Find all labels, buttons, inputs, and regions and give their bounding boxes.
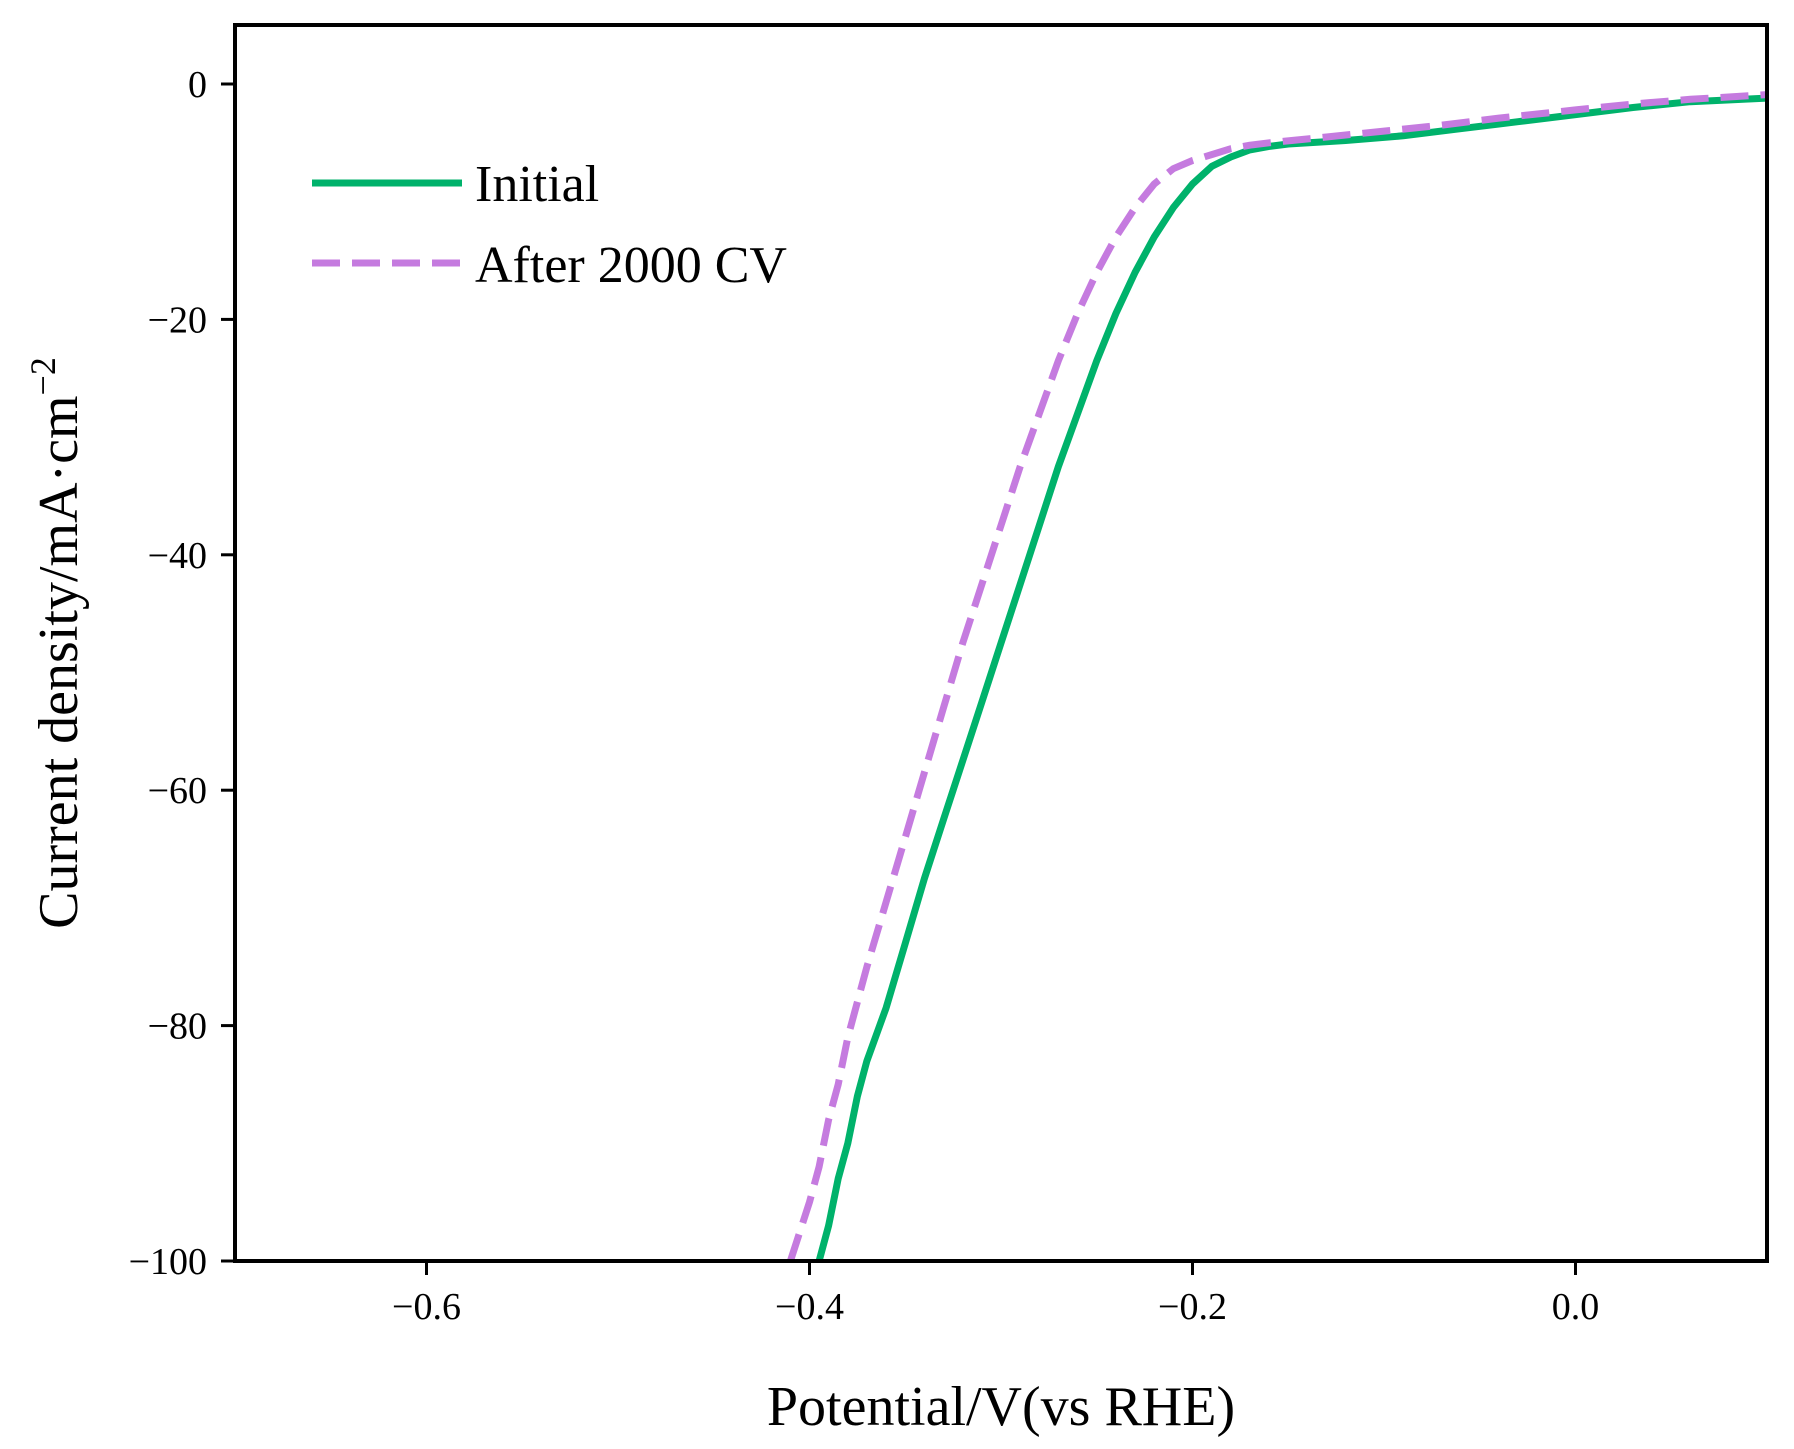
y-tick-label: −40 — [148, 535, 207, 577]
legend-label-initial: Initial — [475, 156, 599, 213]
y-axis-ticks: 0 −20 −40 −60 −80 −100 — [129, 64, 235, 1283]
y-tick-label: 0 — [188, 64, 207, 106]
x-tick-label: 0.0 — [1552, 1286, 1600, 1328]
series-line-initial — [815, 94, 1768, 1262]
x-tick-label: −0.4 — [775, 1286, 844, 1328]
plot-frame — [233, 23, 1769, 1263]
series-layer — [787, 91, 1768, 1263]
y-axis-title-superscript: −2 — [23, 357, 63, 395]
y-axis-title: Current density/mA·cm−2 — [23, 357, 90, 929]
y-axis-title-main: Current density/mA·cm — [28, 395, 90, 928]
y-tick-label: −60 — [148, 770, 207, 812]
y-tick-label: −20 — [148, 299, 207, 341]
x-axis-title: Potential/V(vs RHE) — [767, 1376, 1235, 1438]
legend-label-after-cv: After 2000 CV — [475, 237, 787, 294]
x-tick-label: −0.6 — [392, 1286, 461, 1328]
y-tick-label: −100 — [129, 1241, 207, 1283]
x-axis-ticks: −0.6 −0.4 −0.2 0.0 — [392, 1261, 1599, 1328]
series-line-after-cv — [787, 91, 1768, 1263]
x-tick-label: −0.2 — [1158, 1286, 1227, 1328]
y-tick-label: −80 — [148, 1006, 207, 1048]
legend: Initial After 2000 CV — [312, 156, 787, 294]
